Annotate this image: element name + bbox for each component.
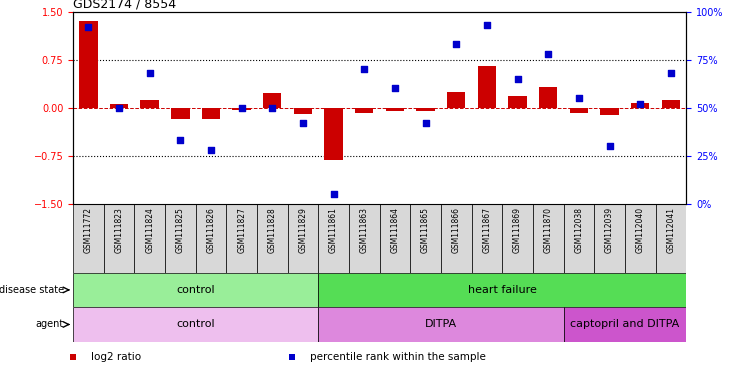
Bar — [165, 204, 196, 273]
Text: GSM111869: GSM111869 — [513, 207, 522, 253]
Point — [174, 137, 186, 143]
Text: GSM112039: GSM112039 — [605, 207, 614, 253]
Text: GSM111829: GSM111829 — [299, 207, 307, 253]
Bar — [134, 204, 165, 273]
Point — [205, 147, 217, 153]
Point — [328, 191, 339, 197]
Point — [512, 76, 523, 82]
Bar — [502, 204, 533, 273]
Text: GSM112038: GSM112038 — [575, 207, 583, 253]
Point — [144, 70, 155, 76]
Text: GSM111867: GSM111867 — [483, 207, 491, 253]
Text: captopril and DITPA: captopril and DITPA — [570, 319, 680, 329]
Bar — [594, 204, 625, 273]
Bar — [661, 100, 680, 108]
Text: percentile rank within the sample: percentile rank within the sample — [310, 352, 486, 362]
Text: GSM111864: GSM111864 — [391, 207, 399, 253]
Bar — [104, 204, 134, 273]
Bar — [472, 204, 502, 273]
Bar — [140, 100, 159, 108]
Bar — [477, 66, 496, 108]
Point — [665, 70, 677, 76]
Bar — [226, 204, 257, 273]
Bar — [600, 108, 619, 115]
Point — [634, 101, 646, 107]
Text: GDS2174 / 8554: GDS2174 / 8554 — [73, 0, 176, 10]
Bar — [380, 204, 410, 273]
Bar — [257, 204, 288, 273]
Text: GSM111828: GSM111828 — [268, 207, 277, 253]
Text: GSM111772: GSM111772 — [84, 207, 93, 253]
Text: GSM111824: GSM111824 — [145, 207, 154, 253]
Bar — [564, 307, 686, 342]
Point — [604, 143, 615, 149]
Bar — [201, 108, 220, 119]
Bar — [569, 108, 588, 113]
Bar — [196, 204, 226, 273]
Bar — [79, 21, 98, 108]
Text: control: control — [177, 285, 215, 295]
Point — [266, 104, 278, 111]
Point — [236, 104, 247, 111]
Text: GSM111823: GSM111823 — [115, 207, 123, 253]
Bar — [110, 104, 128, 108]
Bar — [171, 108, 190, 119]
Bar — [73, 273, 318, 307]
Bar — [625, 204, 656, 273]
Text: GSM111826: GSM111826 — [207, 207, 215, 253]
Bar — [318, 273, 686, 307]
Text: GSM111865: GSM111865 — [421, 207, 430, 253]
Bar — [293, 108, 312, 114]
Bar — [318, 307, 564, 342]
Bar — [533, 204, 564, 273]
Bar — [73, 307, 318, 342]
Text: GSM111866: GSM111866 — [452, 207, 461, 253]
Bar — [539, 87, 558, 108]
Point — [420, 120, 431, 126]
Point — [389, 85, 401, 91]
Bar — [385, 108, 404, 111]
Bar — [656, 204, 686, 273]
Point — [450, 41, 462, 47]
Text: GSM112041: GSM112041 — [666, 207, 675, 253]
Text: agent: agent — [36, 319, 64, 329]
Text: control: control — [177, 319, 215, 329]
Text: DITPA: DITPA — [425, 319, 457, 329]
Bar — [263, 93, 282, 108]
Bar — [416, 108, 435, 111]
Bar — [318, 204, 349, 273]
Point — [358, 66, 370, 72]
Text: GSM112040: GSM112040 — [636, 207, 645, 253]
Bar — [349, 204, 380, 273]
Text: GSM111861: GSM111861 — [329, 207, 338, 253]
Bar — [441, 204, 472, 273]
Text: GSM111825: GSM111825 — [176, 207, 185, 253]
Bar — [564, 204, 594, 273]
Point — [297, 120, 309, 126]
Bar — [73, 204, 104, 273]
Bar — [324, 108, 343, 160]
Text: GSM111870: GSM111870 — [544, 207, 553, 253]
Point — [113, 104, 125, 111]
Bar — [232, 108, 251, 110]
Bar — [355, 108, 374, 113]
Text: log2 ratio: log2 ratio — [91, 352, 142, 362]
Point — [481, 22, 493, 28]
Text: heart failure: heart failure — [468, 285, 537, 295]
Bar — [631, 103, 650, 108]
Point — [542, 51, 554, 57]
Bar — [410, 204, 441, 273]
Text: GSM111827: GSM111827 — [237, 207, 246, 253]
Point — [573, 95, 585, 101]
Bar — [288, 204, 318, 273]
Point — [82, 24, 94, 30]
Bar — [447, 91, 466, 108]
Bar — [508, 96, 527, 108]
Text: disease state: disease state — [0, 285, 64, 295]
Text: GSM111863: GSM111863 — [360, 207, 369, 253]
